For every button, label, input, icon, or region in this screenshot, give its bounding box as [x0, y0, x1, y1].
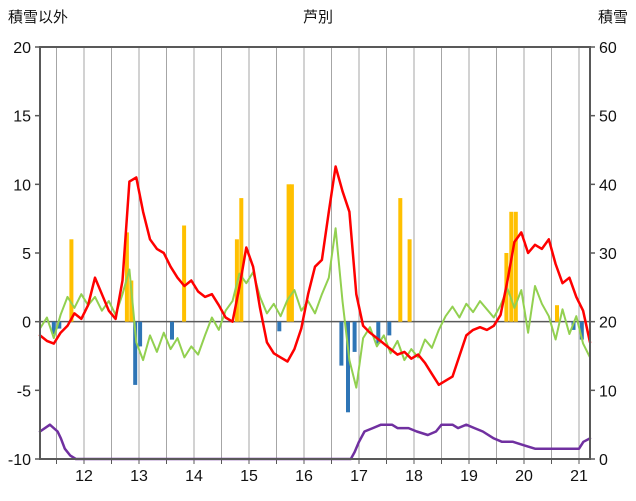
- left-axis-tick-label: 15: [13, 109, 31, 126]
- right-axis-tick-label: 30: [599, 246, 617, 263]
- orange-bars-bar: [555, 305, 559, 322]
- orange-bars-bar: [398, 198, 403, 322]
- orange-bars-bar: [239, 198, 244, 322]
- right-axis-tick-label: 40: [599, 177, 617, 194]
- x-axis-tick-label: 20: [515, 468, 533, 485]
- left-axis-title: 積雪以外: [8, 9, 69, 26]
- x-axis-tick-label: 18: [405, 468, 423, 485]
- blue-bars: [51, 321, 584, 413]
- right-axis-tick-label: 60: [599, 40, 617, 57]
- x-axis-tick-label: 15: [240, 468, 258, 485]
- right-axis-tick-label: 50: [599, 109, 617, 126]
- blue-bars-bar: [51, 321, 56, 335]
- left-axis-tick-label: 0: [22, 315, 31, 332]
- left-axis-tick-label: -5: [17, 383, 31, 400]
- orange-bars-bar: [129, 280, 134, 322]
- blue-bars-bar: [352, 321, 357, 352]
- x-axis-tick-label: 17: [350, 468, 368, 485]
- blue-bars-bar: [277, 321, 282, 332]
- blue-bars-bar: [579, 321, 584, 340]
- blue-bars-bar: [133, 321, 138, 385]
- blue-bars-bar: [339, 321, 344, 366]
- right-axis-title: 積雪: [597, 9, 628, 26]
- x-axis-tick-label: 16: [295, 468, 313, 485]
- purple-line: [38, 423, 592, 461]
- left-axis-tick-label: 20: [13, 40, 31, 57]
- blue-bars-bar: [387, 321, 392, 336]
- x-axis-tick-label: 21: [570, 468, 588, 485]
- blue-bars-bar: [170, 321, 174, 340]
- x-axis-tick-label: 19: [460, 468, 478, 485]
- x-axis-tick-label: 13: [130, 468, 148, 485]
- left-axis-tick-label: 5: [22, 246, 31, 263]
- orange-bars-bar: [69, 239, 74, 322]
- green-line: [39, 227, 591, 389]
- orange-bars-bar: [407, 239, 412, 322]
- right-axis-tick-label: 10: [599, 383, 617, 400]
- left-axis-tick-label: 10: [13, 177, 31, 194]
- orange-bars-bar: [289, 184, 294, 322]
- blue-bars-bar: [376, 321, 381, 344]
- right-axis-tick-label: 0: [599, 452, 608, 469]
- left-axis-tick-label: -10: [8, 452, 31, 469]
- red-line: [38, 165, 592, 387]
- right-axis-tick-label: 20: [599, 315, 617, 332]
- blue-bars-bar: [346, 321, 350, 413]
- blue-bars-bar: [138, 321, 143, 347]
- x-axis-tick-label: 14: [185, 468, 203, 485]
- orange-bars-bar: [182, 225, 187, 322]
- orange-bars-bar: [286, 184, 291, 322]
- x-axis-tick-label: 12: [75, 468, 93, 485]
- orange-bars-bar: [509, 211, 514, 322]
- orange-bars-bar: [513, 211, 518, 322]
- blue-bars-bar: [57, 321, 62, 329]
